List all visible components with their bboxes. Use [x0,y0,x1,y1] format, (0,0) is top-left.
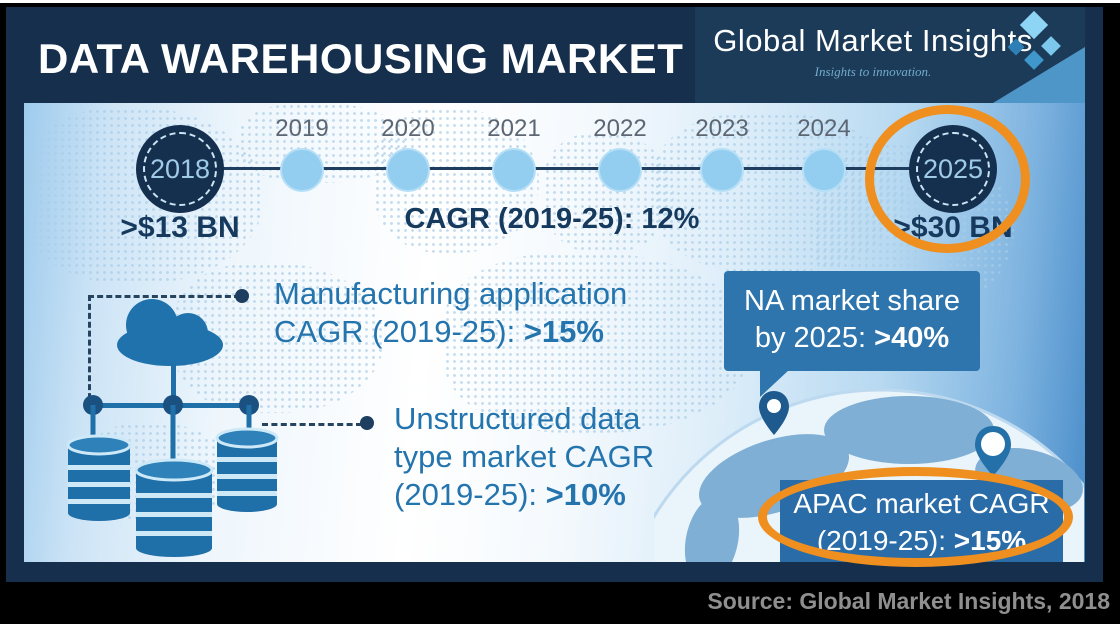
logo-tagline: Insights to innovation. [814,64,932,79]
overall-cagr-label: CAGR (2019-25): 12% [404,203,700,235]
connector-bullet [360,416,374,430]
navy-panel: DATA WAREHOUSING MARKET Global Market In… [6,7,1103,582]
dashed-connector-horizontal [88,295,240,298]
year-label-2018: 2018 [149,153,211,184]
dashed-connector-horizontal [262,423,362,426]
manufacturing-stat: Manufacturing application CAGR (2019-25)… [274,275,627,351]
manufacturing-stat-line1: Manufacturing application [274,276,628,311]
timeline-node-2018: 2018 [136,125,224,213]
location-pin-icon [759,391,789,435]
connector-bullet [235,289,249,303]
market-value-2018: >$13 BN [120,211,240,244]
diamond-icon [1024,50,1044,70]
black-frame: DATA WAREHOUSING MARKET Global Market In… [0,3,1120,624]
unstructured-stat: Unstructured data type market CAGR (2019… [394,400,654,514]
database-cylinder [66,434,132,521]
dashed-connector-vertical [88,295,91,408]
na-callout-line1: NA market share [744,285,960,317]
year-label-2021: 2021 [487,115,541,142]
manufacturing-stat-line2: CAGR (2019-25): >15% [274,314,604,349]
diamond-icon [1007,38,1025,56]
year-label-2024: 2024 [797,115,851,142]
page-title: DATA WAREHOUSING MARKET [38,35,684,82]
timeline-node-2023 [700,148,744,192]
unstructured-stat-line3: (2019-25): >10% [394,477,626,512]
timeline-node-2020 [386,148,430,192]
diamond-icon [1041,36,1061,56]
dashed-ring [143,132,217,206]
cloud-database-icon [66,299,279,557]
timeline-node-2021 [492,148,536,192]
year-label-2022: 2022 [593,115,647,142]
timeline-node-2024 [802,148,846,192]
timeline-node-2019 [280,148,324,192]
location-pin-icon [975,426,1011,476]
source-text: Source: Global Market Insights, 2018 [707,588,1110,614]
diamond-icon [1019,10,1049,40]
database-cylinder [215,427,279,512]
logo-text: Global Market Insights [713,23,1033,58]
timeline-line [180,167,953,170]
timeline-node-2022 [598,148,642,192]
year-label-2019: 2019 [275,115,329,142]
year-label-2023: 2023 [695,115,749,142]
logo-block: Global Market Insights Insights to innov… [695,7,1085,103]
database-cylinder [134,458,214,557]
highlight-ring-apac [758,467,1073,567]
na-callout-line2: by 2025: >40% [754,322,950,354]
year-label-2020: 2020 [381,115,435,142]
unstructured-stat-line2: type market CAGR [394,439,655,474]
sparkle-diamonds-icon [1007,10,1062,75]
na-callout: NA market share by 2025: >40% [724,271,980,371]
unstructured-stat-line1: Unstructured data [394,401,641,436]
highlight-ring-2025 [865,105,1030,253]
map-dots-patch [444,253,754,433]
